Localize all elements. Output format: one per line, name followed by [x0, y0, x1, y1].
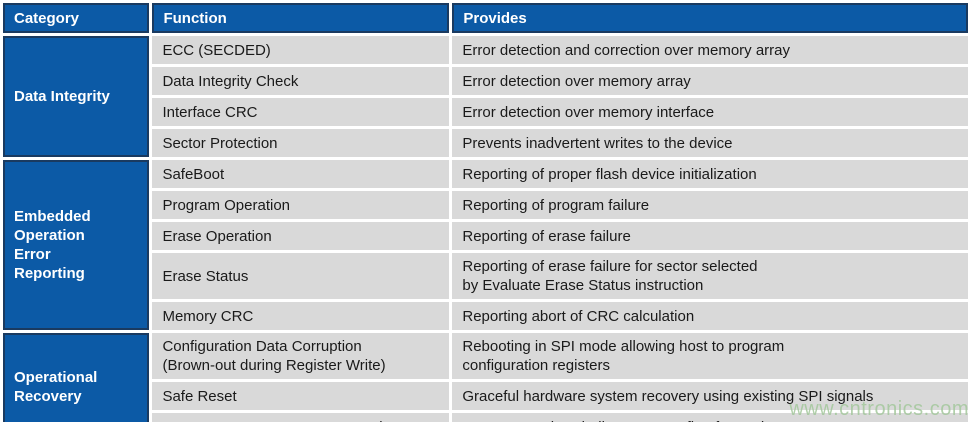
table-row: Embedded Operation Error Reporting SafeB…: [3, 160, 968, 330]
category-cell-data-integrity: Data Integrity: [3, 36, 150, 157]
provides-cell: Reporting abort of CRC calculation: [452, 302, 968, 330]
provides-cell: Graceful hardware system recovery using …: [452, 382, 968, 410]
provides-cell: Prevents inadvertent writes to the devic…: [452, 129, 968, 157]
function-cell: SafeBoot: [152, 160, 450, 188]
table-row: Data Integrity Check Error detection ove…: [3, 67, 968, 95]
provides-cell: Erase power loss indicator status flag f…: [452, 413, 968, 422]
function-cell: Safe Reset: [152, 382, 450, 410]
provides-cell: Rebooting in SPI mode allowing host to p…: [452, 333, 968, 379]
category-cell-embedded-operation-error-reporting: Embedded Operation Error Reporting: [3, 160, 150, 330]
function-cell: Erase Status: [152, 253, 450, 299]
category-cell-operational-recovery: Operational Recovery: [3, 333, 150, 422]
table-row: Interface CRC Error detection over memor…: [3, 98, 968, 126]
function-cell: ECC (SECDED): [152, 36, 450, 64]
table-row: Erase Status Reporting of erase failure …: [3, 253, 968, 299]
table-row: Memory CRC Reporting abort of CRC calcul…: [3, 302, 968, 330]
col-header-function: Function: [152, 3, 450, 33]
function-cell: Sector Erase Power Loss Detection: [152, 413, 450, 422]
col-header-provides: Provides: [452, 3, 968, 33]
table-row: Safe Reset Graceful hardware system reco…: [3, 382, 968, 410]
provides-cell: Reporting of proper flash device initial…: [452, 160, 968, 188]
table-row: Sector Erase Power Loss Detection Erase …: [3, 413, 968, 422]
function-cell: Data Integrity Check: [152, 67, 450, 95]
function-cell: Sector Protection: [152, 129, 450, 157]
provides-cell: Error detection and correction over memo…: [452, 36, 968, 64]
table-row: Erase Operation Reporting of erase failu…: [3, 222, 968, 250]
col-header-category: Category: [3, 3, 150, 33]
header-row: Category Function Provides: [3, 3, 968, 33]
provides-cell: Reporting of erase failure: [452, 222, 968, 250]
function-cell: Erase Operation: [152, 222, 450, 250]
table-row: Operational Recovery Configuration Data …: [3, 333, 968, 422]
provides-cell: Reporting of erase failure for sector se…: [452, 253, 968, 299]
provides-cell: Reporting of program failure: [452, 191, 968, 219]
provides-cell: Error detection over memory interface: [452, 98, 968, 126]
function-cell: Program Operation: [152, 191, 450, 219]
table-row: Program Operation Reporting of program f…: [3, 191, 968, 219]
function-cell: Configuration Data Corruption (Brown-out…: [152, 333, 450, 379]
function-cell: Interface CRC: [152, 98, 450, 126]
table-row: Data Integrity ECC (SECDED) Error detect…: [3, 36, 968, 157]
function-cell: Memory CRC: [152, 302, 450, 330]
provides-cell: Error detection over memory array: [452, 67, 968, 95]
table-row: Sector Protection Prevents inadvertent w…: [3, 129, 968, 157]
